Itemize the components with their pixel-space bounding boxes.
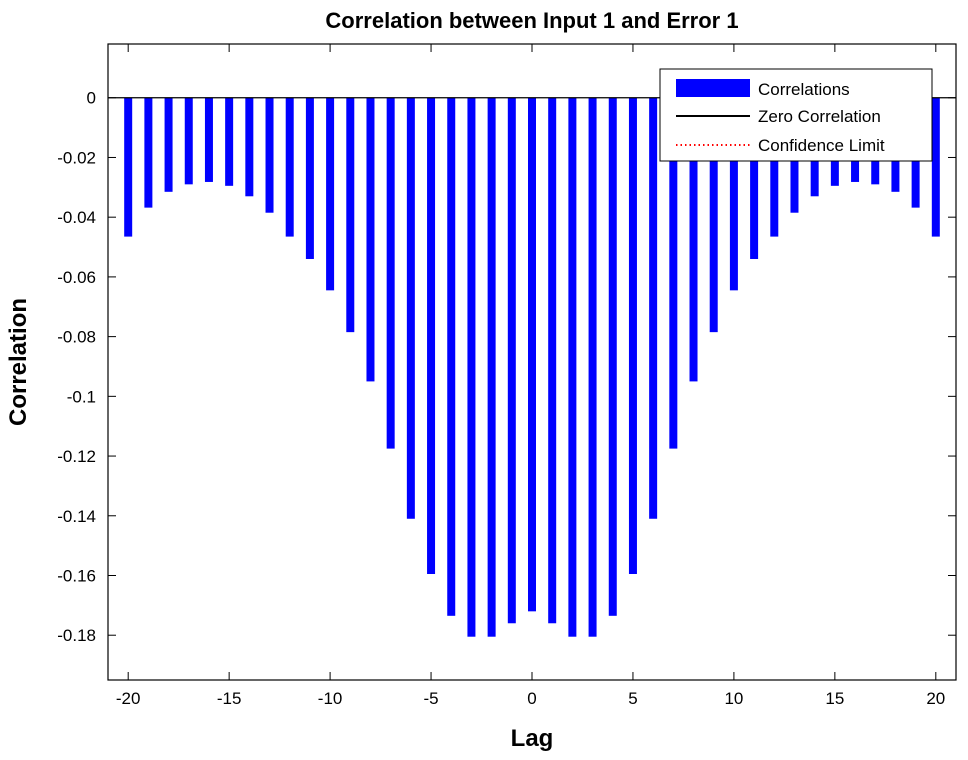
bar-lag--16 xyxy=(204,97,213,182)
legend: Correlations Zero Correlation Confidence… xyxy=(659,68,933,162)
bar-lag-7 xyxy=(669,97,678,449)
y-tick-label: 0 xyxy=(87,89,96,108)
bar-lag--2 xyxy=(487,97,496,637)
y-axis-ticks: 0 -0.02 -0.04 -0.06 -0.08 -0.1 -0.12 -0.14 -0.16… xyxy=(57,89,956,645)
bar-lag-1 xyxy=(548,97,557,624)
x-tick-label: 20 xyxy=(926,689,945,708)
bar-lag-9 xyxy=(709,97,718,333)
bar-lag--20 xyxy=(124,97,133,237)
bar-lag-8 xyxy=(689,97,698,382)
legend-label-confidence-limit: Confidence Limit xyxy=(758,136,885,155)
bar-lag--11 xyxy=(305,97,314,259)
bar-lag-3 xyxy=(588,97,597,637)
bar-lag-20 xyxy=(931,97,940,237)
y-tick-label: -0.06 xyxy=(57,268,96,287)
x-axis-label: Lag xyxy=(511,725,554,752)
x-tick-label: 15 xyxy=(825,689,844,708)
bar-lag--5 xyxy=(427,97,436,574)
bar-lag-11 xyxy=(750,97,759,259)
bar-lag-0 xyxy=(528,97,536,612)
legend-swatch-correlations xyxy=(676,79,750,97)
y-axis-label: Correlation xyxy=(5,298,32,426)
bar-lag--7 xyxy=(386,97,395,449)
bar-lag--18 xyxy=(164,97,173,192)
x-tick-label: -20 xyxy=(116,689,141,708)
bar-lag--15 xyxy=(225,97,234,186)
y-tick-label: -0.12 xyxy=(57,447,96,466)
bar-lag--6 xyxy=(406,97,415,519)
x-tick-label: 5 xyxy=(628,689,637,708)
x-tick-label: 10 xyxy=(724,689,743,708)
bar-lag-10 xyxy=(729,97,738,291)
bar-lag--19 xyxy=(144,97,153,208)
bar-lag--10 xyxy=(326,97,335,291)
bar-lag-2 xyxy=(568,97,577,637)
bar-lag-5 xyxy=(628,97,637,574)
x-tick-label: -10 xyxy=(318,689,343,708)
bar-lag--4 xyxy=(447,97,456,616)
y-tick-label: -0.16 xyxy=(57,566,96,585)
x-tick-label: -5 xyxy=(423,689,438,708)
x-axis-ticks: -20 -15 -10 -5 0 5 10 15 20 xyxy=(116,44,945,708)
bar-lag-12 xyxy=(770,97,779,237)
legend-label-zero-correlation: Zero Correlation xyxy=(758,107,881,126)
bar-lag--17 xyxy=(184,97,193,185)
bar-lag--13 xyxy=(265,97,274,213)
bar-lag--1 xyxy=(507,97,516,624)
legend-label-correlations: Correlations xyxy=(758,80,850,99)
bar-lag--8 xyxy=(366,97,375,382)
y-tick-label: -0.1 xyxy=(67,387,96,406)
bar-lag--12 xyxy=(285,97,294,237)
chart-title: Correlation between Input 1 and Error 1 xyxy=(325,8,738,33)
bar-lag--9 xyxy=(346,97,355,333)
y-tick-label: -0.18 xyxy=(57,626,96,645)
bar-lag-4 xyxy=(608,97,617,616)
bar-lag--14 xyxy=(245,97,254,197)
x-tick-label: 0 xyxy=(527,689,536,708)
bar-lag--3 xyxy=(467,97,476,637)
y-tick-label: -0.04 xyxy=(57,208,96,227)
x-tick-label: -15 xyxy=(217,689,242,708)
bar-lag-6 xyxy=(649,97,658,519)
y-tick-label: -0.14 xyxy=(57,507,96,526)
bar-series xyxy=(124,97,940,637)
y-tick-label: -0.02 xyxy=(57,148,96,167)
y-tick-label: -0.08 xyxy=(57,328,96,347)
